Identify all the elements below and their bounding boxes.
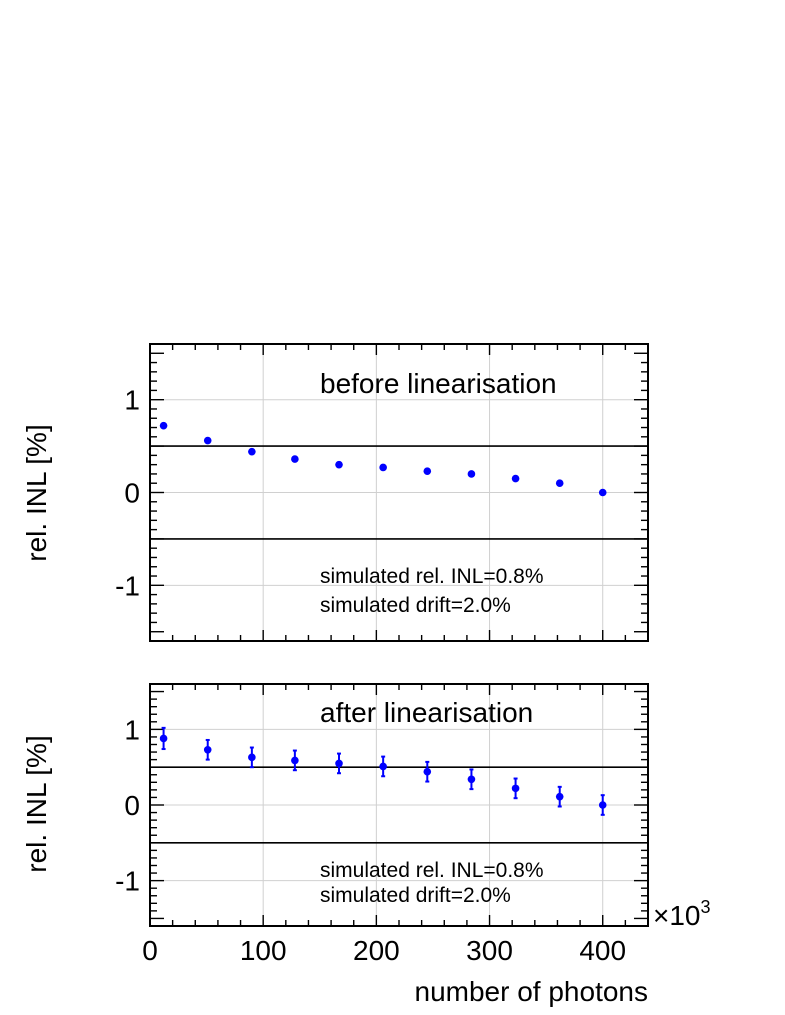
bottom-panel-reference-lines	[150, 766, 648, 844]
x-axis-multiplier-exponent: 3	[701, 897, 711, 917]
bottom-panel-y-tick-label: -1	[115, 866, 140, 897]
bottom-panel-data-point	[423, 767, 432, 776]
bottom-panel-annotation-1: simulated rel. INL=0.8%	[320, 859, 544, 882]
bottom-panel-frame	[149, 683, 649, 927]
x-axis-multiplier-base: ×10	[653, 900, 701, 931]
top-panel-frame	[149, 343, 649, 642]
bottom-panel-data-point	[598, 801, 607, 809]
bottom-panel-x-tick-labels: 0 100 200 300 400	[142, 935, 626, 966]
bottom-panel-data-point	[203, 745, 212, 754]
bottom-panel-ticks	[149, 684, 649, 926]
top-panel-title: before linearisation	[320, 368, 557, 399]
bottom-panel-y-axis-label: rel. INL [%]	[21, 735, 52, 872]
top-panel-y-tick-label: 1	[124, 385, 140, 416]
top-panel-data-point	[379, 463, 387, 472]
top-panel-y-axis-label: rel. INL [%]	[21, 424, 52, 561]
bottom-panel-y-tick-label: 1	[124, 714, 140, 745]
top-panel-data-point	[423, 467, 432, 475]
bottom-panel-x-tick-label: 200	[353, 935, 400, 966]
x-axis-label: number of photons	[415, 976, 649, 1007]
top-panel-data-point	[598, 488, 607, 497]
top-panel-data-point	[159, 421, 168, 430]
bottom-panel-x-tick-label: 400	[579, 935, 626, 966]
top-panel-y-tick-label: -1	[115, 570, 140, 601]
top-panel-annotation-1: simulated rel. INL=0.8%	[320, 565, 544, 588]
bottom-panel-y-tick-labels: 1 0 -1	[115, 714, 140, 896]
top-panel: 1 0 -1 before linearisation simulated rel.…	[21, 343, 649, 642]
bottom-panel-data-point	[379, 762, 387, 771]
bottom-panel-data-point	[511, 784, 520, 793]
bottom-panel-y-tick-label: 0	[124, 790, 140, 821]
bottom-panel-data-point	[335, 759, 343, 768]
bottom-panel-data-point	[248, 753, 256, 762]
top-panel-grid	[150, 344, 648, 641]
bottom-panel-title: after linearisation	[320, 697, 533, 728]
bottom-panel-data-point	[291, 756, 299, 765]
top-panel-reference-lines	[150, 445, 648, 540]
bottom-panel-annotation-2: simulated drift=2.0%	[320, 884, 511, 907]
bottom-panel-data-point	[467, 775, 476, 784]
x-axis-multiplier: ×103	[653, 897, 711, 931]
bottom-panel-x-tick-label: 100	[240, 935, 287, 966]
bottom-panel-grid	[150, 684, 648, 926]
top-panel-data-point	[291, 455, 299, 463]
top-panel-data-point	[555, 479, 564, 488]
top-panel-data-point	[511, 474, 520, 483]
top-panel-y-tick-labels: 1 0 -1	[115, 385, 140, 602]
bottom-panel-points	[159, 726, 607, 816]
top-panel-annotation-2: simulated drift=2.0%	[320, 594, 511, 617]
top-panel-data-point	[335, 460, 343, 469]
bottom-panel: 1 0 -1 0 100 200 300 400 after linearisation s…	[21, 683, 711, 1007]
bottom-panel-x-tick-label: 300	[466, 935, 513, 966]
bottom-panel-data-point	[555, 792, 564, 801]
top-panel-data-point	[248, 447, 256, 456]
top-panel-data-point	[467, 470, 476, 478]
top-panel-y-tick-label: 0	[124, 478, 140, 509]
bottom-panel-data-point	[159, 734, 168, 743]
top-panel-points	[159, 421, 607, 497]
bottom-panel-x-tick-label: 0	[142, 935, 158, 966]
top-panel-data-point	[203, 436, 212, 445]
